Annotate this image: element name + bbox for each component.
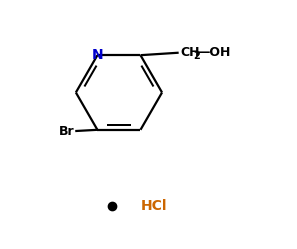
Text: CH: CH	[180, 46, 199, 59]
Text: —OH: —OH	[198, 46, 231, 59]
Text: Br: Br	[59, 124, 74, 137]
Text: HCl: HCl	[141, 199, 168, 213]
Text: 2: 2	[193, 51, 200, 61]
Text: N: N	[91, 48, 103, 62]
